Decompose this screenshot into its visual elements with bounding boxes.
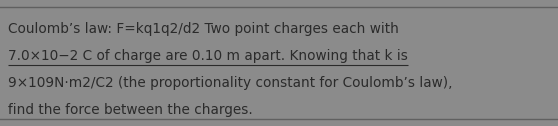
Text: Coulomb’s law: F=kq1q2/d2 Two point charges each with: Coulomb’s law: F=kq1q2/d2 Two point char…: [8, 22, 399, 36]
Text: 7.0×10−2 C of charge are 0.10 m apart. Knowing that k is: 7.0×10−2 C of charge are 0.10 m apart. K…: [8, 49, 408, 63]
Text: find the force between the charges.: find the force between the charges.: [8, 103, 253, 117]
Text: 9×109N·m2/C2 (the proportionality constant for Coulomb’s law),: 9×109N·m2/C2 (the proportionality consta…: [8, 76, 453, 90]
